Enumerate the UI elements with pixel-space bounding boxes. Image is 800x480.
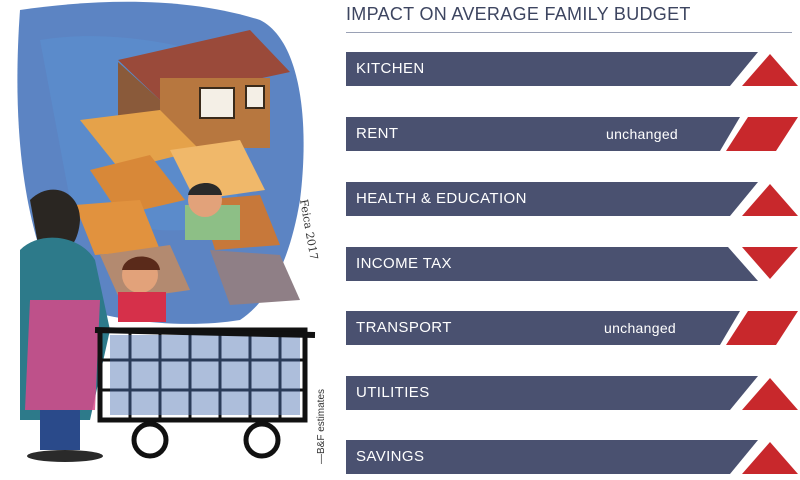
row-bar <box>346 52 798 86</box>
budget-row-kitchen: KITCHEN <box>346 52 800 86</box>
row-bar <box>346 247 798 281</box>
budget-row-transport: TRANSPORT unchanged <box>346 311 800 345</box>
row-bar <box>346 182 798 216</box>
illustration-family-cart: Feica 2017 <box>0 0 330 480</box>
row-bar-shape <box>346 182 758 216</box>
cartoon-drawing: Feica 2017 <box>17 1 320 462</box>
row-bar-shape <box>346 117 740 151</box>
row-bar-shape <box>346 376 758 410</box>
budget-row-savings: SAVINGS <box>346 440 800 474</box>
parallelogram-icon <box>726 311 798 345</box>
row-label: HEALTH & EDUCATION <box>356 190 527 207</box>
svg-text:Feica 2017: Feica 2017 <box>297 198 320 261</box>
arrow-down-icon <box>742 247 798 279</box>
row-label: UTILITIES <box>356 384 430 401</box>
arrow-up-icon <box>742 442 798 474</box>
row-label: RENT <box>356 125 399 142</box>
row-label: INCOME TAX <box>356 255 452 272</box>
infographic-title: IMPACT ON AVERAGE FAMILY BUDGET <box>346 4 691 24</box>
row-bar <box>346 117 798 151</box>
budget-row-health-education: HEALTH & EDUCATION <box>346 182 800 216</box>
row-bar <box>346 311 798 345</box>
budget-row-income-tax: INCOME TAX <box>346 247 800 281</box>
row-note: unchanged <box>604 320 676 336</box>
row-label: KITCHEN <box>356 60 425 77</box>
row-note: unchanged <box>606 126 678 142</box>
budget-row-utilities: UTILITIES <box>346 376 800 410</box>
row-label: TRANSPORT <box>356 319 452 336</box>
arrow-up-icon <box>742 378 798 410</box>
parallelogram-icon <box>726 117 798 151</box>
row-bar-shape <box>346 52 758 86</box>
row-bar-shape <box>346 440 758 474</box>
row-bar-shape <box>346 247 758 281</box>
arrow-up-icon <box>742 184 798 216</box>
source-credit: —B&F estimates <box>316 388 327 464</box>
arrow-up-icon <box>742 54 798 86</box>
row-bar <box>346 376 798 410</box>
row-label: SAVINGS <box>356 448 425 465</box>
title-divider <box>346 32 792 33</box>
row-bar-shape <box>346 311 740 345</box>
budget-row-rent: RENT unchanged <box>346 117 800 151</box>
row-bar <box>346 440 798 474</box>
